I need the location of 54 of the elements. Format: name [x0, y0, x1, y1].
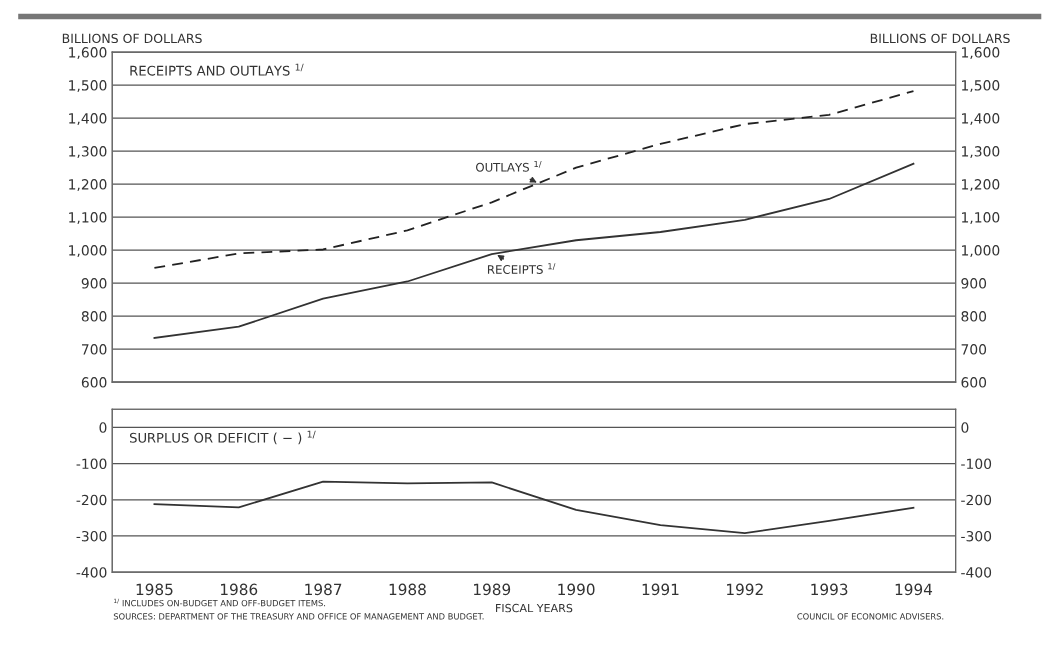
y-axis-title: BILLIONS OF DOLLARS	[62, 33, 202, 44]
text: SURPLUS OR DEFICIT ( − ) $^{1/}$	[129, 430, 316, 445]
y-tick-label: 1,400	[69, 113, 107, 126]
y2-tick-label: 1,300	[962, 146, 1000, 159]
y-tick-label: 1,000	[69, 245, 107, 258]
line-series	[153, 162, 915, 339]
x-tick-label: 1988	[389, 583, 426, 596]
y-tick-label: -100	[76, 458, 107, 470]
y2-tick-label: 700	[961, 344, 987, 355]
y-tick-label: -400	[76, 567, 107, 578]
y-tick-label: 1,300	[69, 146, 107, 159]
y-tick-label: 800	[81, 311, 107, 322]
legend-label: RECEIPTS $^{1/}$	[487, 263, 556, 274]
line-series	[153, 480, 915, 535]
y-tick-label: -200	[76, 494, 107, 506]
x-axis-title: FISCAL YEARS	[496, 603, 573, 613]
source-note: SOURCES: DEPARTMENT OF THE TREASURY AND OFFICE OF MANAGEMENT AND BUDGET.	[113, 613, 484, 620]
text: RECEIPTS AND OUTLAYS $^{1/}$	[130, 63, 304, 76]
y2-axis-title: BILLIONS OF DOLLARS	[870, 33, 1010, 44]
y2-tick-label: 800	[961, 311, 987, 322]
y2-tick-label: 0	[961, 422, 969, 433]
y-tick-label: 0	[99, 422, 107, 433]
y-tick-label: -300	[76, 530, 107, 542]
y2-tick-label: 1,500	[962, 80, 1000, 93]
y-tick-label: 1,500	[69, 80, 107, 93]
series-label: OUTLAYS $^{1/}$	[476, 161, 542, 172]
y-tick-label: 700	[82, 344, 107, 355]
x-tick-label: 1987	[305, 583, 342, 596]
x-tick-label: 1991	[642, 583, 679, 596]
x-tick-label: 1985	[136, 583, 173, 596]
y2-tick-label: -200	[961, 494, 992, 506]
x-tick-label: 1993	[811, 583, 848, 596]
x-tick-label: 1989	[474, 583, 511, 596]
y2-tick-label: 1,200	[962, 179, 1000, 192]
y-tick-label: 600	[81, 377, 107, 388]
x-tick-label: 1986	[220, 583, 258, 596]
y2-tick-label: -100	[961, 458, 992, 470]
y2-tick-label: 1,600	[962, 47, 1000, 60]
y2-tick-label: -400	[961, 567, 992, 578]
text: $^{1/}$ INCLUDES ON-BUDGET AND OFF-BUDGET ITEMS.	[114, 598, 326, 607]
y-tick-label: 900	[81, 278, 107, 289]
x-tick-label: 1990	[558, 583, 595, 596]
y2-tick-label: -300	[961, 530, 992, 542]
x-tick-label: 1992	[727, 583, 763, 596]
y-tick-label: 1,600	[69, 47, 107, 60]
y2-tick-label: 900	[961, 278, 987, 289]
x-tick-label: 1994	[895, 583, 933, 596]
text: COUNCIL OF ECONOMIC ADVISERS.	[797, 613, 944, 620]
y-tick-label: 1,100	[69, 212, 107, 225]
y2-tick-label: 600	[961, 377, 987, 388]
y2-tick-label: 1,000	[962, 245, 1000, 258]
y-tick-label: 1,200	[69, 179, 107, 192]
y2-tick-label: 1,100	[962, 212, 1000, 225]
y2-tick-label: 1,400	[962, 113, 1000, 126]
